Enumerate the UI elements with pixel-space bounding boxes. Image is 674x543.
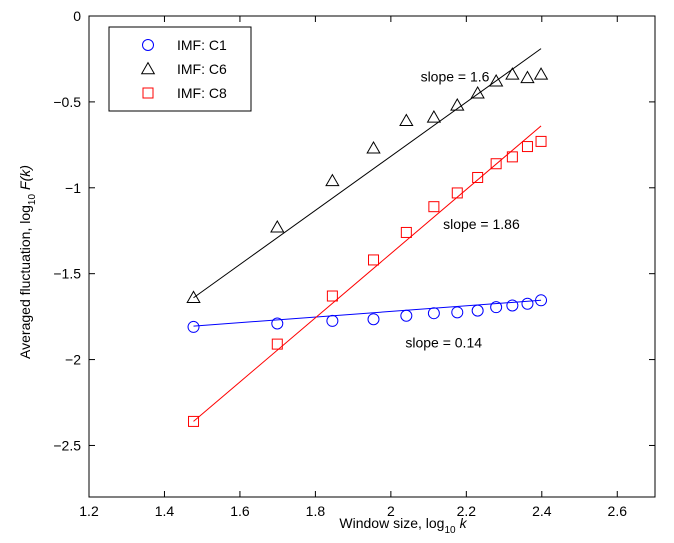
- plot-area-frame: [88, 15, 656, 498]
- x-tick-label: 2.4: [532, 503, 552, 519]
- data-point-s2-8: [470, 85, 485, 99]
- data-point-s3-6: [428, 201, 440, 213]
- legend-marker-1: [142, 39, 154, 51]
- data-point-s3-2: [271, 338, 283, 350]
- data-point-s3-4: [368, 254, 380, 266]
- data-point-s2-1: [186, 290, 201, 303]
- data-point-s3-9: [490, 158, 502, 170]
- fit-line-3: [193, 125, 542, 422]
- annotations: slope = 1.6 slope = 1.86 slope = 0.14: [405, 68, 520, 350]
- data-point-s2-2: [270, 219, 285, 233]
- slope-annotation-1: slope = 1.6: [421, 68, 490, 84]
- slope-annotation-2: slope = 1.86: [443, 216, 520, 232]
- axes-box: [88, 15, 656, 498]
- y-tick-label: −1: [65, 180, 81, 196]
- data-point-s3-12: [535, 135, 547, 147]
- x-tick-label: 2.2: [457, 503, 477, 519]
- data-point-s2-12: [533, 67, 549, 80]
- data-point-s1-4: [367, 313, 380, 326]
- data-point-s2-9: [488, 73, 504, 87]
- x-tick-label: 1.2: [79, 503, 99, 519]
- fit-line-2: [193, 48, 542, 299]
- data-point-s2-6: [426, 110, 442, 123]
- legend-label-2: IMF: C6: [177, 61, 227, 77]
- legend-label-1: IMF: C1: [177, 37, 227, 53]
- data-point-s3-1: [188, 415, 200, 427]
- data-point-s1-3: [326, 314, 339, 327]
- legend-marker-2: [140, 61, 156, 75]
- y-tick-label: 0: [73, 8, 81, 24]
- data-point-s2-3: [325, 173, 340, 187]
- data-point-s1-11: [521, 297, 534, 310]
- data-point-s1-7: [451, 306, 464, 319]
- data-point-s1-5: [400, 309, 413, 322]
- data-point-s3-11: [521, 141, 533, 153]
- data-point-s2-7: [450, 97, 465, 111]
- x-tick-label: 1.4: [155, 503, 175, 519]
- data-point-s1-6: [427, 307, 440, 320]
- x-tick-label: 1.8: [306, 503, 326, 519]
- slope-annotation-3: slope = 0.14: [405, 335, 482, 351]
- x-axis-label: Window size, log10 k: [339, 515, 467, 536]
- y-axis-label: Averaged fluctuation, log10F(k): [17, 165, 38, 359]
- data-point-s2-10: [505, 67, 520, 80]
- legend-label-3: IMF: C8: [177, 85, 227, 101]
- legend-frame: [108, 26, 252, 112]
- x-tick-label: 1.6: [230, 503, 250, 519]
- data-markers: [186, 67, 549, 427]
- data-point-s1-8: [471, 304, 484, 317]
- axis-ticks: 1.2 1.4 1.6 1.8 2 2.2 2.4 2.6 0 −0.5 −1 −1.5 −2 −2.5: [53, 8, 655, 519]
- data-point-s1-9: [490, 301, 503, 314]
- data-point-s2-4: [366, 140, 381, 154]
- data-point-s3-7: [451, 187, 463, 199]
- x-tick-label: 2: [387, 503, 395, 519]
- fit-line-1: [193, 299, 542, 327]
- data-point-s1-1: [187, 320, 200, 333]
- y-tick-label: −1.5: [53, 266, 81, 282]
- data-point-s1-10: [506, 299, 519, 312]
- y-tick-label: −2: [65, 352, 81, 368]
- y-tick-label: −2.5: [53, 437, 81, 453]
- data-point-s3-5: [400, 226, 412, 238]
- data-point-s3-10: [506, 151, 518, 163]
- data-point-s3-8: [472, 171, 484, 183]
- data-point-s1-2: [271, 317, 284, 330]
- x-tick-label: 2.6: [608, 503, 628, 519]
- data-point-s3-3: [326, 290, 338, 302]
- data-point-s2-5: [399, 113, 414, 127]
- data-point-s1-12: [535, 294, 548, 307]
- data-point-s2-11: [520, 70, 535, 84]
- y-tick-label: −0.5: [53, 94, 81, 110]
- legend: IMF: C1 IMF: C6 IMF: C8: [108, 26, 252, 112]
- legend-marker-3: [142, 87, 154, 99]
